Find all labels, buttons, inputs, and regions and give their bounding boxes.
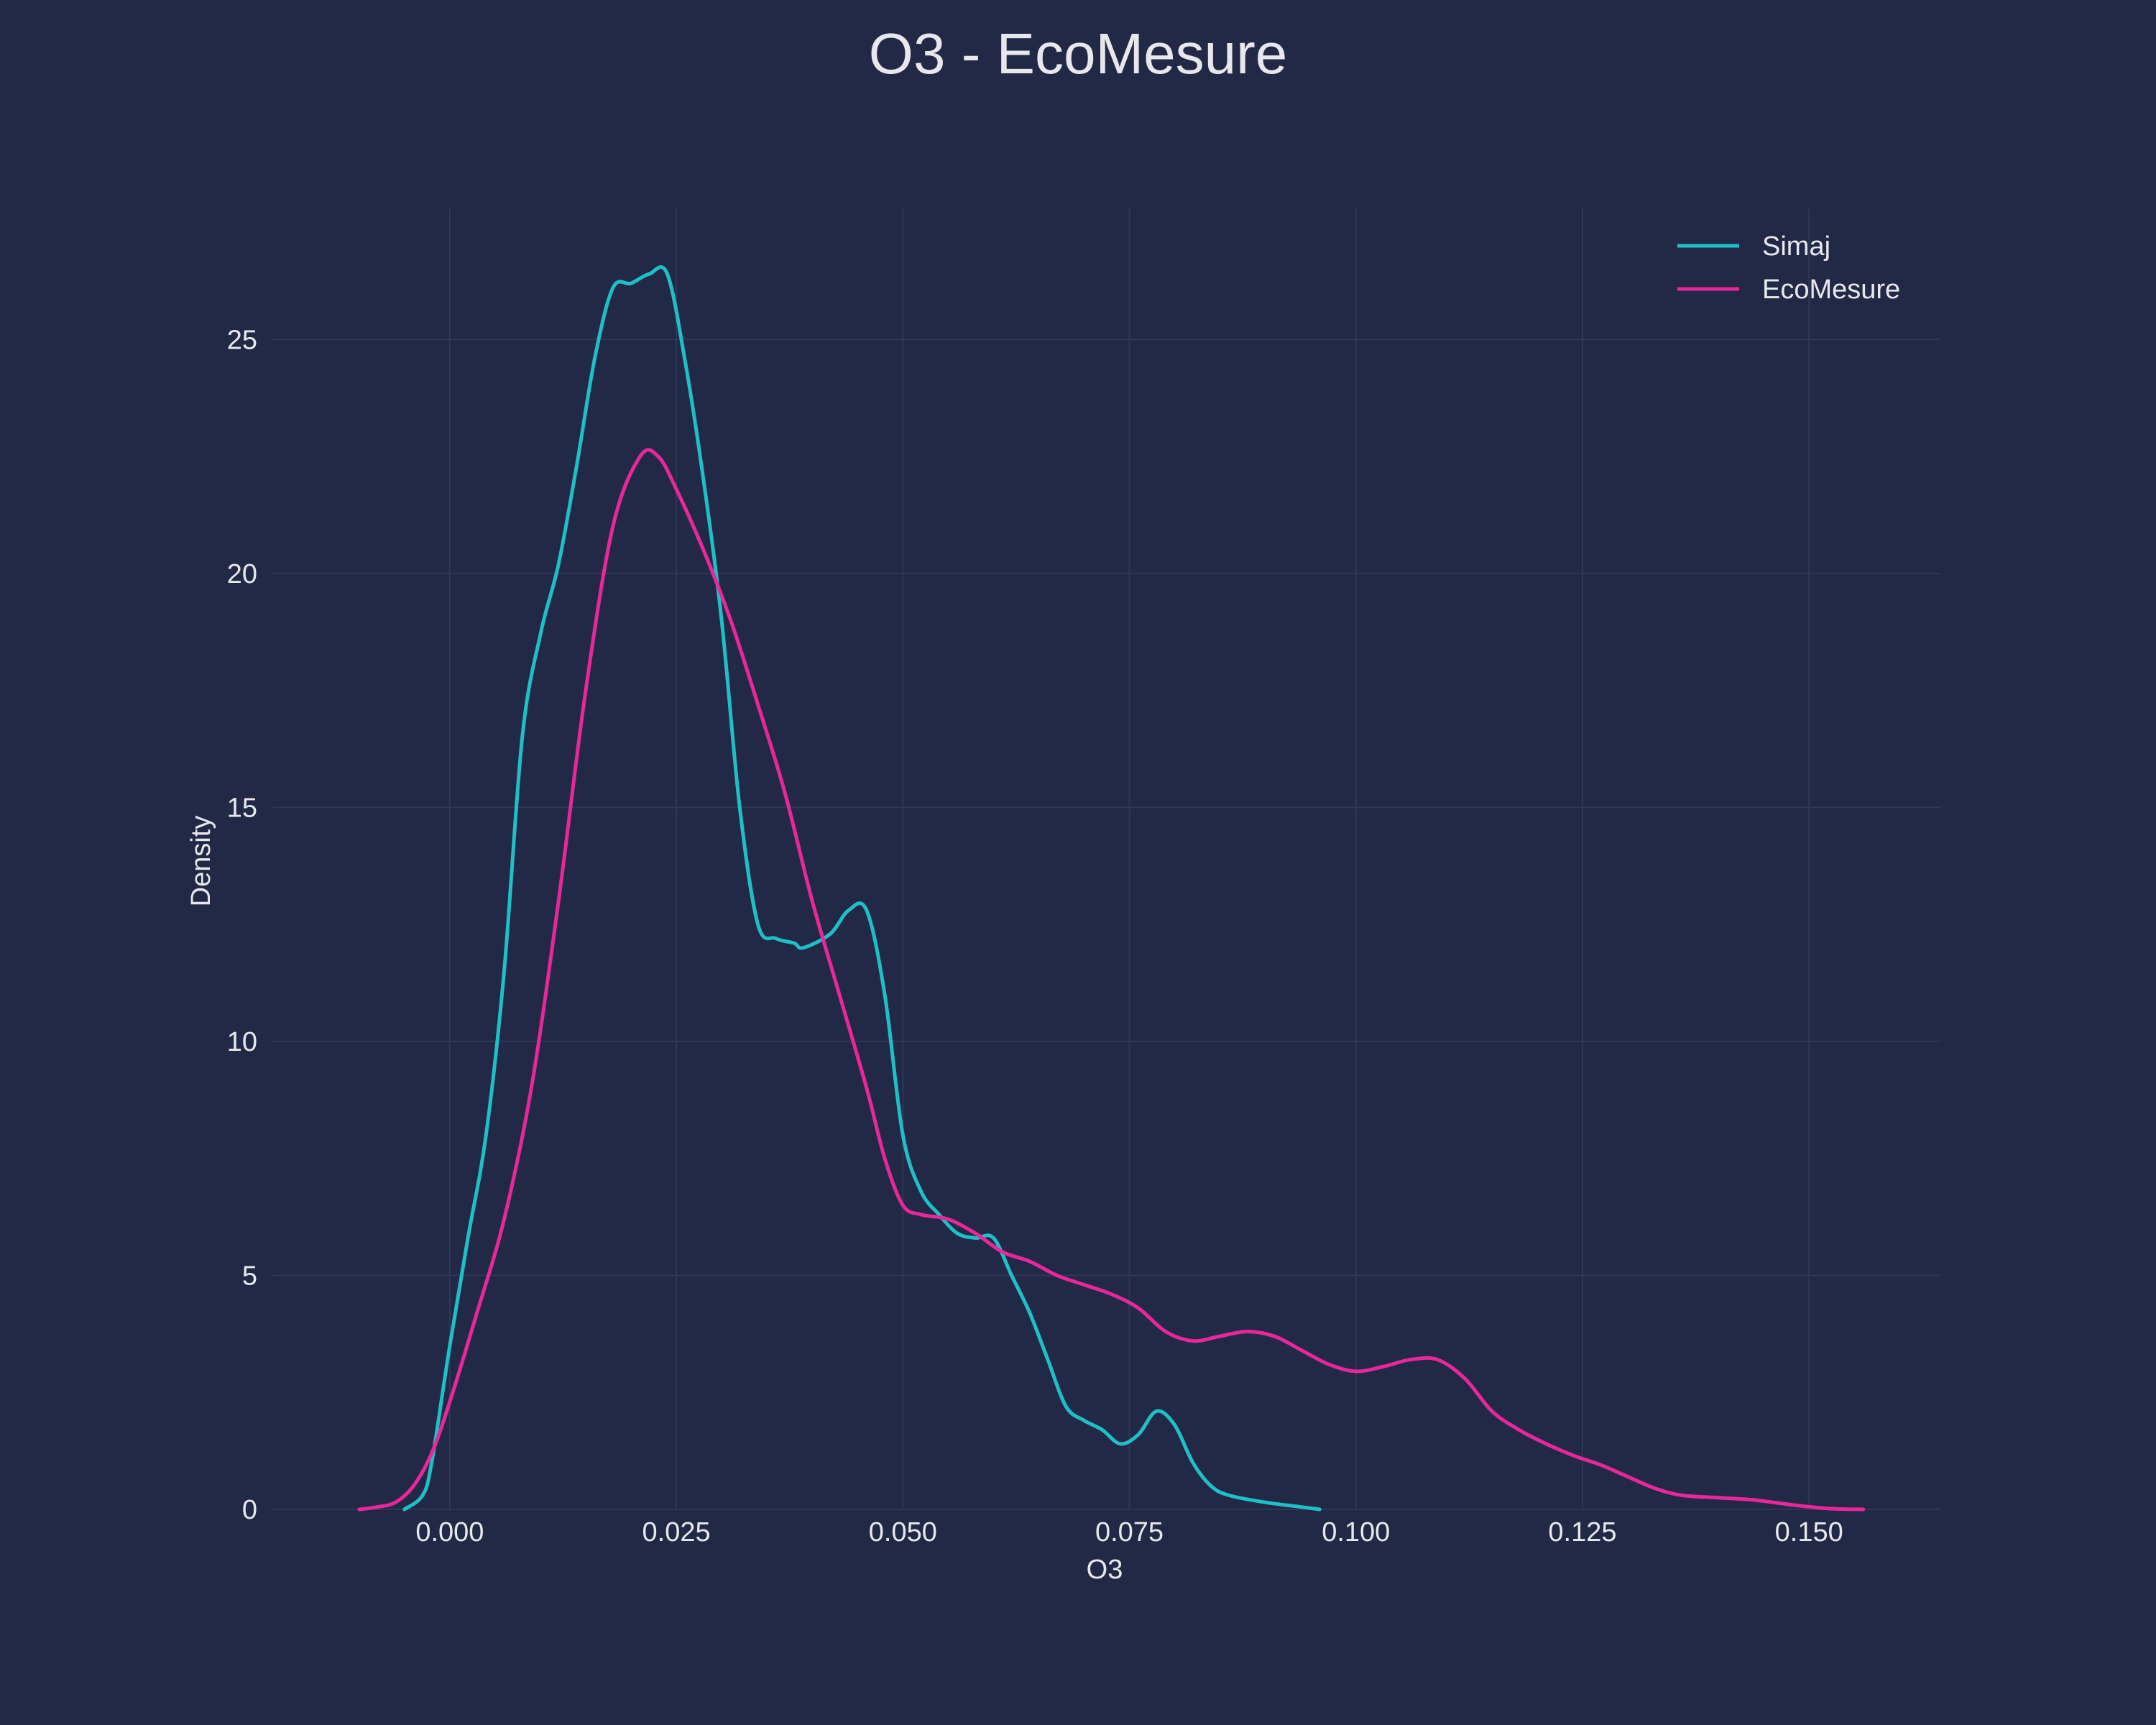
x-tick-label: 0.050: [869, 1517, 937, 1547]
y-tick-label: 10: [227, 1027, 257, 1057]
y-tick-label: 0: [242, 1495, 257, 1525]
y-tick-label: 5: [242, 1261, 257, 1291]
chart-title: O3 - EcoMesure: [869, 22, 1287, 86]
series-lines: [357, 265, 1866, 1512]
y-axis-label: Density: [186, 816, 216, 907]
x-tick-labels: 0.000 0.025 0.050 0.075 0.100 0.125 0.150: [415, 1517, 1843, 1547]
x-tick-label: 0.075: [1095, 1517, 1164, 1547]
x-tick-label: 0.150: [1775, 1517, 1843, 1547]
y-tick-label: 25: [227, 325, 257, 355]
y-tick-label: 20: [227, 559, 257, 589]
x-tick-label: 0.125: [1548, 1517, 1616, 1547]
series-line-ecomesure: [357, 448, 1866, 1512]
y-tick-label: 15: [227, 793, 257, 823]
x-tick-label: 0.100: [1322, 1517, 1390, 1547]
series-line-simaj: [402, 265, 1322, 1512]
grid-lines: [273, 208, 1940, 1510]
x-tick-label: 0.000: [415, 1517, 484, 1547]
y-tick-labels: 0 5 10 15 20 25: [227, 325, 257, 1525]
x-axis-label: O3: [1087, 1555, 1123, 1585]
legend-label-ecomesure: EcoMesure: [1762, 275, 1900, 305]
legend: Simaj EcoMesure: [1677, 231, 1900, 305]
legend-label-simaj: Simaj: [1762, 231, 1830, 262]
x-tick-label: 0.025: [642, 1517, 711, 1547]
